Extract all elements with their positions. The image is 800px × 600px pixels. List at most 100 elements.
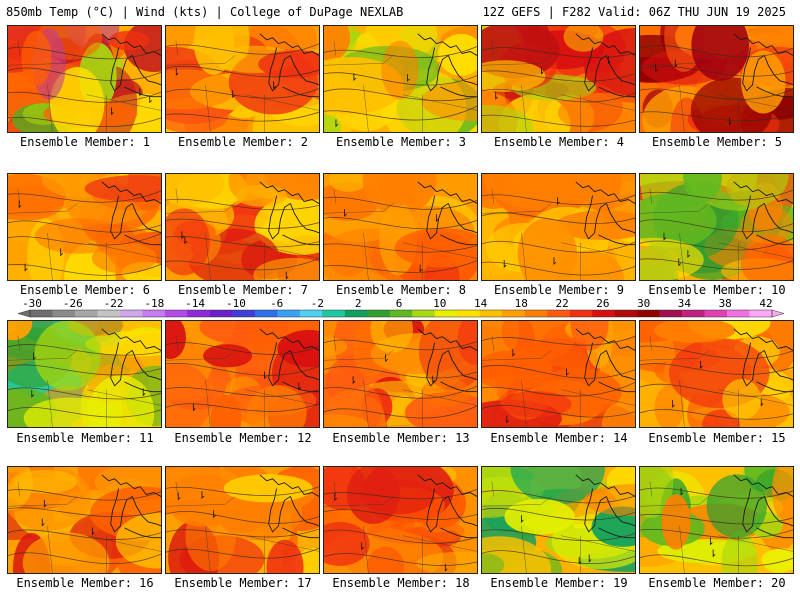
colorbar-swatch — [209, 310, 233, 317]
colorbar-swatch — [704, 310, 728, 317]
colorbar-swatch — [187, 310, 211, 317]
temperature-field-map — [482, 26, 635, 132]
temperature-field-map — [8, 174, 161, 280]
colorbar-tick-label: -2 — [311, 297, 324, 310]
temperature-field-map — [324, 321, 477, 427]
ensemble-member-label: Ensemble Member: 20 — [648, 576, 786, 590]
ensemble-map-panel — [481, 173, 636, 281]
ensemble-member-label: Ensemble Member: 13 — [332, 431, 470, 445]
temperature-field-map — [482, 174, 635, 280]
colorbar-swatch — [142, 310, 166, 317]
temperature-field-map — [324, 467, 477, 573]
temperature-field-map — [8, 467, 161, 573]
colorbar-tick-label: -10 — [226, 297, 246, 310]
ensemble-map-panel — [481, 320, 636, 428]
colorbar-tick-label: 6 — [396, 297, 403, 310]
colorbar-tick-label: 42 — [759, 297, 772, 310]
ensemble-map-panel — [7, 466, 162, 574]
ensemble-member-label: Ensemble Member: 17 — [174, 576, 312, 590]
colorbar-swatch — [569, 310, 593, 317]
ensemble-map-panel — [481, 466, 636, 574]
ensemble-map-panel — [323, 25, 478, 133]
colorbar-swatch — [52, 310, 76, 317]
ensemble-member-label: Ensemble Member: 18 — [332, 576, 470, 590]
temperature-field-map — [166, 26, 319, 132]
ensemble-map-panel — [165, 466, 320, 574]
ensemble-map-panel — [7, 320, 162, 428]
colorbar-tick-label: 30 — [637, 297, 650, 310]
ensemble-member-label: Ensemble Member: 1 — [19, 135, 151, 149]
ensemble-member-label: Ensemble Member: 8 — [335, 283, 467, 297]
colorbar-swatch — [119, 310, 143, 317]
colorbar-swatch — [322, 310, 346, 317]
temperature-field-map — [166, 321, 319, 427]
colorbar-swatch — [749, 310, 773, 317]
ensemble-member-label: Ensemble Member: 3 — [335, 135, 467, 149]
ensemble-map-panel — [639, 25, 794, 133]
colorbar-left-arrow — [17, 309, 31, 318]
colorbar-tick-label: -26 — [63, 297, 83, 310]
colorbar-swatch — [277, 310, 301, 317]
temperature-field-map — [640, 467, 793, 573]
colorbar-swatch — [524, 310, 548, 317]
ensemble-member-label: Ensemble Member: 4 — [493, 135, 625, 149]
colorbar-tick-label: 38 — [719, 297, 732, 310]
ensemble-member-label: Ensemble Member: 9 — [493, 283, 625, 297]
ensemble-map-panel — [165, 25, 320, 133]
ensemble-member-label: Ensemble Member: 5 — [651, 135, 783, 149]
colorbar-tick-label: 22 — [555, 297, 568, 310]
temperature-field-map — [640, 174, 793, 280]
colorbar-tick-label: 34 — [678, 297, 692, 310]
colorbar-swatch — [74, 310, 98, 317]
ensemble-member-label: Ensemble Member: 12 — [174, 431, 312, 445]
ensemble-map-panel — [639, 320, 794, 428]
ensemble-map-panel — [481, 25, 636, 133]
colorbar-swatch — [30, 310, 53, 317]
colorbar-tick-label: 14 — [474, 297, 488, 310]
colorbar-tick-label: -6 — [270, 297, 283, 310]
colorbar-tick-label: 18 — [515, 297, 528, 310]
temperature-field-map — [324, 26, 477, 132]
chart-title: 850mb Temp (°C) | Wind (kts) | College o… — [6, 5, 404, 19]
ensemble-member-label: Ensemble Member: 6 — [19, 283, 151, 297]
temperature-field-map — [166, 174, 319, 280]
ensemble-map-panel — [165, 320, 320, 428]
colorbar-swatch — [434, 310, 458, 317]
temperature-field-map — [640, 321, 793, 427]
run-valid-time: 12Z GEFS | F282 Valid: 06Z THU JUN 19 20… — [482, 5, 786, 19]
colorbar-swatch — [457, 310, 480, 317]
colorbar-swatch — [97, 310, 121, 317]
colorbar-swatch — [727, 310, 750, 317]
colorbar-tick-label: -22 — [104, 297, 124, 310]
temperature-field-map — [482, 321, 635, 427]
ensemble-member-label: Ensemble Member: 14 — [490, 431, 628, 445]
colorbar-swatch — [232, 310, 256, 317]
temperature-field-map — [482, 467, 635, 573]
colorbar-right-arrow — [771, 309, 785, 318]
temperature-field-map — [324, 174, 477, 280]
ensemble-member-label: Ensemble Member: 19 — [490, 576, 628, 590]
ensemble-map-panel — [323, 173, 478, 281]
colorbar-swatch — [479, 310, 503, 317]
ensemble-map-panel — [639, 173, 794, 281]
colorbar-swatch — [254, 310, 278, 317]
ensemble-member-label: Ensemble Member: 2 — [177, 135, 309, 149]
ensemble-map-panel — [7, 173, 162, 281]
colorbar-swatch — [299, 310, 323, 317]
colorbar-swatch — [412, 310, 436, 317]
colorbar-swatch — [164, 310, 188, 317]
colorbar-tick-label: 10 — [433, 297, 446, 310]
colorbar-swatch — [637, 310, 660, 317]
colorbar-swatch — [502, 310, 525, 317]
colorbar-outline — [29, 309, 773, 318]
colorbar-swatch — [592, 310, 615, 317]
ensemble-map-panel — [323, 466, 478, 574]
temperature-colorbar: -30 -26 -22 -18 -14 -10 -6 -2 2 6 10 14 18 22 26 30 34 38… — [17, 297, 785, 318]
temperature-field-map — [8, 321, 161, 427]
colorbar-swatch — [389, 310, 413, 317]
temperature-field-map — [8, 26, 161, 132]
colorbar-swatch — [547, 310, 570, 317]
temperature-field-map — [640, 26, 793, 132]
ensemble-member-label: Ensemble Member: 10 — [648, 283, 786, 297]
colorbar-swatch — [614, 310, 638, 317]
